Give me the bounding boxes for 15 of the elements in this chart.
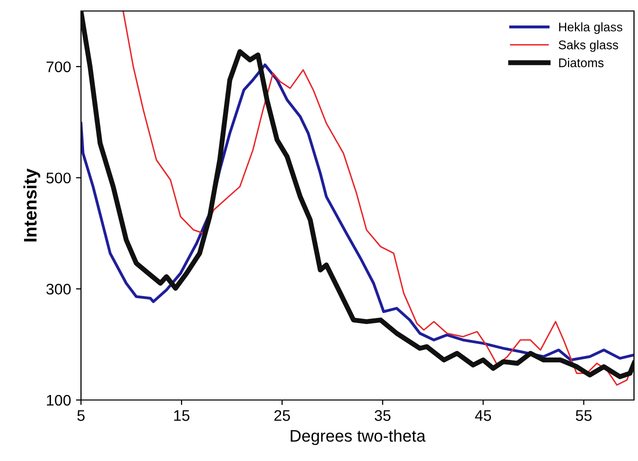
y-tick-label: 500 [46, 172, 71, 184]
x-tick-label: 25 [274, 410, 290, 421]
legend-label: Diatoms [559, 58, 604, 68]
y-axis-title: Intensity [23, 168, 40, 242]
y-tick-label: 700 [46, 61, 71, 72]
x-tick-label: 55 [576, 410, 592, 421]
x-axis-title: Degrees two-theta [290, 430, 426, 446]
legend-label: Saks glass [558, 40, 618, 52]
y-tick-label: 100 [46, 394, 71, 406]
x-tick-label: 15 [174, 410, 190, 421]
y-tick-label: 300 [46, 284, 71, 295]
legend-label: Hekla glass [559, 22, 622, 34]
x-tick-label: 35 [374, 410, 390, 421]
x-tick-label: 5 [77, 410, 85, 421]
x-tick-label: 45 [475, 410, 492, 421]
